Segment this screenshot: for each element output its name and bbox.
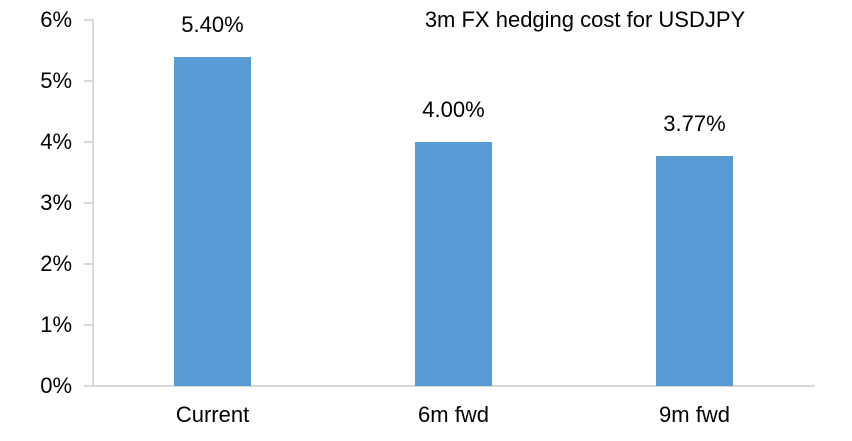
y-axis-tick-label: 0% xyxy=(40,373,72,398)
bar xyxy=(174,56,251,386)
y-axis-tick-mark xyxy=(84,385,92,387)
y-axis-tick-mark xyxy=(84,202,92,204)
bar-value-label: 5.40% xyxy=(181,11,244,37)
bar xyxy=(415,142,492,386)
x-axis-category-label: Current xyxy=(175,402,250,427)
y-axis-tick-label: 3% xyxy=(40,190,72,215)
bar-value-label: 3.77% xyxy=(663,111,726,137)
bar xyxy=(656,156,733,386)
y-axis-tick-mark xyxy=(84,80,92,82)
y-axis-tick-label: 2% xyxy=(40,251,72,276)
x-axis-category-label: 9m fwd xyxy=(659,402,730,427)
y-axis-tick-label: 1% xyxy=(40,312,72,337)
y-axis-tick-mark xyxy=(84,141,92,143)
y-axis-tick-label: 6% xyxy=(40,7,72,32)
y-axis-tick-mark xyxy=(84,19,92,21)
y-axis-tick-label: 4% xyxy=(40,129,72,154)
chart-title: 3m FX hedging cost for USDJPY xyxy=(424,7,746,32)
y-axis-line xyxy=(92,19,94,387)
bar-value-label: 4.00% xyxy=(422,97,485,122)
y-axis-tick-mark xyxy=(84,263,92,265)
x-axis-line xyxy=(92,385,815,387)
y-axis-tick-mark xyxy=(84,324,92,326)
y-axis-tick-label: 5% xyxy=(40,68,72,93)
x-axis-category-label: 6m fwd xyxy=(418,402,489,427)
